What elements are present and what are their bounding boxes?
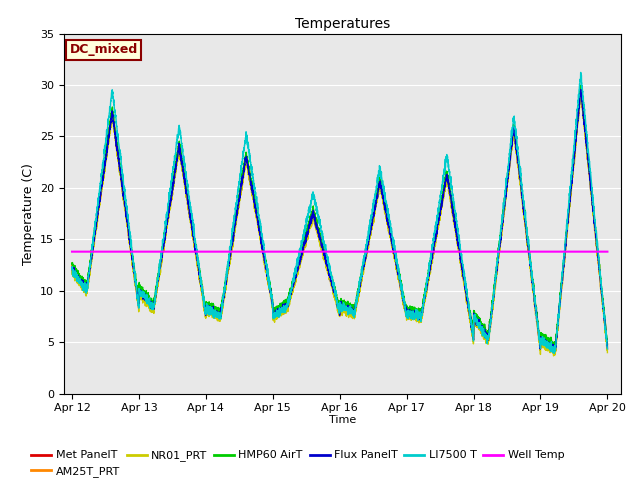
Y-axis label: Temperature (C): Temperature (C) [22,163,35,264]
Text: DC_mixed: DC_mixed [70,43,138,56]
X-axis label: Time: Time [329,415,356,425]
Title: Temperatures: Temperatures [295,17,390,31]
Legend: Met PanelT, AM25T_PRT, NR01_PRT, HMP60 AirT, Flux PanelT, LI7500 T, Well Temp: Met PanelT, AM25T_PRT, NR01_PRT, HMP60 A… [27,446,569,480]
